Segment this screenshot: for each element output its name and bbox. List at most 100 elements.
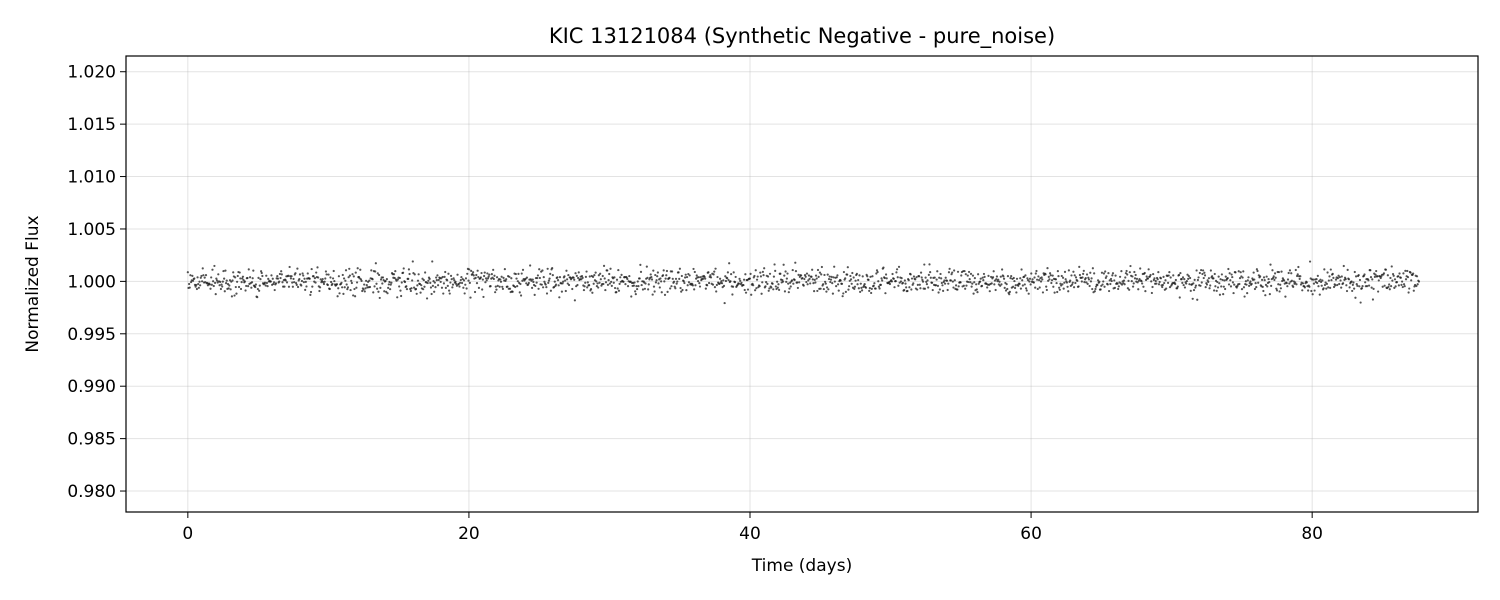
data-point [1393,278,1397,281]
data-point [487,275,490,278]
data-point [1133,270,1136,274]
data-point [1328,275,1331,278]
data-point [355,281,359,284]
data-point [561,282,564,285]
data-point [213,281,217,284]
data-point [649,273,652,276]
data-point [586,286,589,289]
data-point [379,286,382,290]
data-point [1006,287,1009,291]
data-point [783,274,786,277]
data-point [300,284,303,287]
data-point [258,289,261,292]
data-point [986,286,989,289]
data-point [1001,268,1004,271]
data-point [1158,280,1161,284]
data-point [228,279,232,282]
data-point [1399,276,1402,279]
data-point [871,275,874,278]
data-point [742,283,745,287]
data-point [602,264,606,267]
data-point [650,278,654,281]
data-point [324,270,328,273]
data-point [1273,278,1276,281]
data-point [1292,285,1295,288]
data-point [1027,292,1030,295]
data-point [1390,285,1393,288]
data-point [1093,272,1096,275]
data-point [227,287,230,290]
data-point [948,267,951,270]
data-point [737,282,741,285]
data-point [601,274,604,278]
data-point [400,294,403,298]
data-point [232,271,235,274]
data-point [1271,269,1274,272]
data-point [683,281,686,285]
data-point [416,284,419,287]
data-point [1272,276,1275,280]
data-point [496,284,499,287]
data-point [314,281,317,284]
data-point [964,287,967,290]
data-point [1111,272,1115,275]
data-point [897,284,900,287]
data-point [560,290,564,293]
data-point [848,279,851,282]
data-point [805,280,808,284]
data-point [1203,274,1207,277]
data-point [1098,280,1101,283]
data-point [591,291,594,294]
data-point [1356,284,1359,287]
data-point [787,282,790,285]
data-point [434,286,437,289]
data-point [877,285,881,288]
data-point [960,274,963,277]
data-point [1268,280,1271,284]
data-point [1159,277,1163,280]
data-point [1174,278,1177,282]
data-point [469,296,472,299]
data-point [982,272,986,276]
data-point [1239,271,1242,274]
data-point [728,262,731,265]
data-point [1080,280,1083,283]
data-point [903,288,906,292]
data-point [449,274,453,277]
data-point [481,288,484,291]
data-point [846,266,849,269]
data-point [1037,279,1041,282]
data-point [999,275,1002,278]
data-point [223,277,226,280]
data-point [224,269,227,272]
data-point [918,283,921,286]
data-point [722,284,726,287]
data-point [949,279,953,282]
data-point [615,291,618,294]
data-point [1062,287,1065,290]
data-point [1262,289,1265,293]
data-point [831,292,835,295]
data-point [542,276,545,279]
data-point [668,276,671,279]
data-point [666,290,669,294]
data-point [527,281,530,285]
data-point [1116,282,1119,285]
data-point [502,276,505,279]
data-point [1125,269,1128,273]
data-point [265,274,268,277]
data-point [1325,282,1329,285]
data-point [348,267,351,270]
data-point [318,289,321,293]
data-point [1354,296,1357,299]
x-tick-label: 40 [739,524,761,544]
data-point [1325,287,1328,290]
data-point [1033,276,1036,279]
data-point [1220,285,1223,288]
data-point [236,274,239,278]
data-point [287,274,290,277]
data-point [335,283,339,286]
data-point [1340,286,1343,289]
data-point [1342,282,1345,285]
data-point [333,279,336,283]
